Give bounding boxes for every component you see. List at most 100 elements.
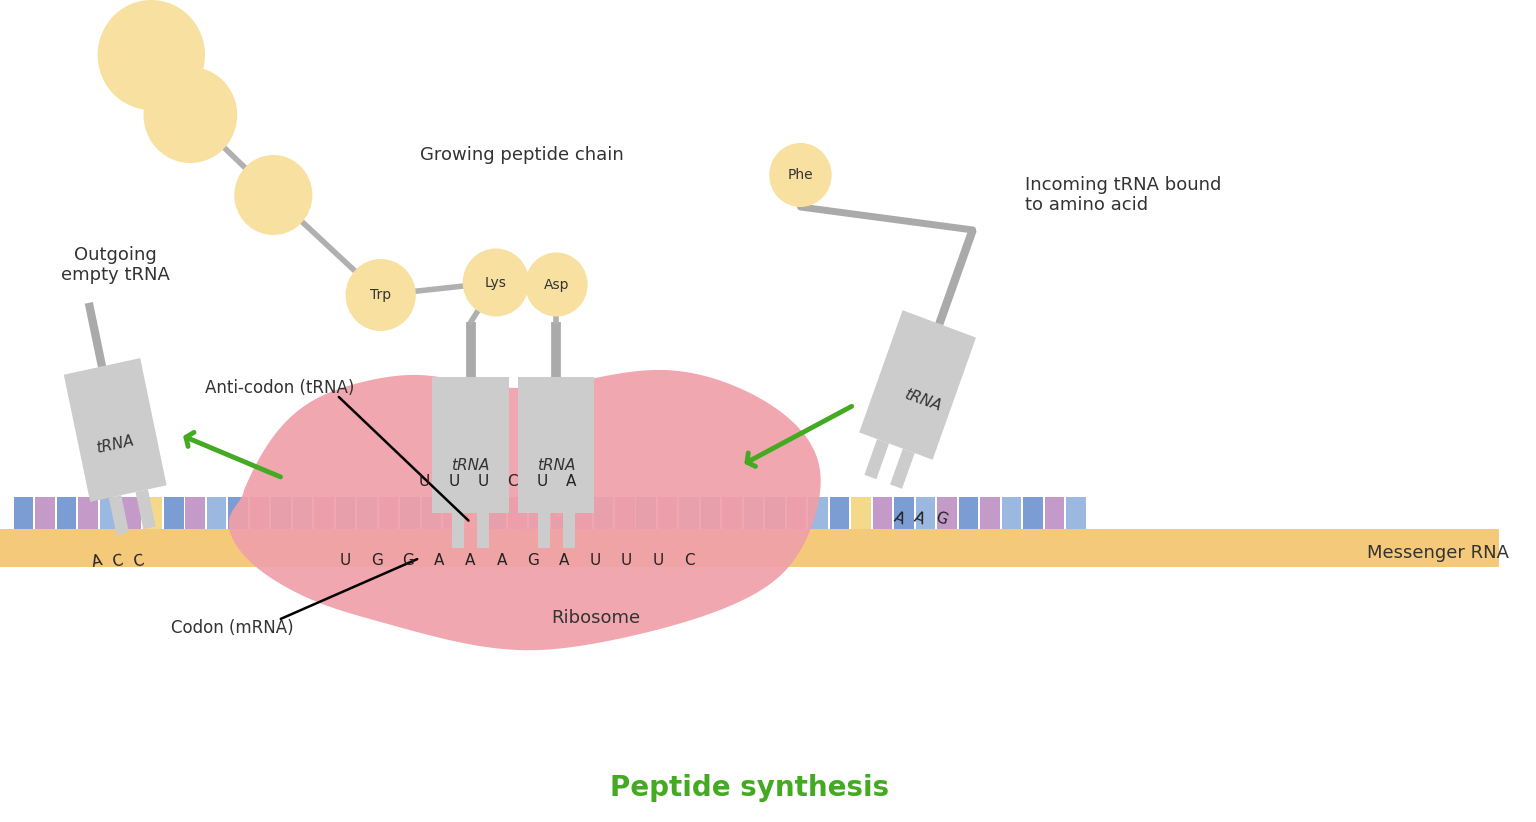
Bar bbox=[657, 497, 677, 529]
Circle shape bbox=[235, 155, 312, 235]
Bar bbox=[1001, 497, 1021, 529]
Text: Phe: Phe bbox=[788, 168, 813, 182]
Text: Lys: Lys bbox=[485, 275, 507, 289]
Text: A: A bbox=[565, 474, 576, 489]
Bar bbox=[1023, 497, 1043, 529]
FancyBboxPatch shape bbox=[433, 377, 508, 512]
FancyBboxPatch shape bbox=[518, 377, 594, 512]
Bar bbox=[164, 497, 183, 529]
Bar bbox=[829, 497, 849, 529]
Text: A: A bbox=[559, 552, 570, 567]
Bar bbox=[336, 497, 355, 529]
Bar bbox=[207, 497, 226, 529]
Circle shape bbox=[346, 259, 416, 331]
FancyBboxPatch shape bbox=[65, 358, 166, 502]
Bar bbox=[452, 512, 464, 547]
Text: C: C bbox=[684, 552, 694, 567]
Bar bbox=[564, 512, 574, 547]
Bar bbox=[143, 497, 161, 529]
Text: Ribosome: Ribosome bbox=[551, 609, 641, 627]
Text: tRNA: tRNA bbox=[95, 434, 135, 456]
Bar bbox=[444, 497, 462, 529]
Bar bbox=[958, 497, 978, 529]
Bar bbox=[980, 497, 1000, 529]
Bar bbox=[872, 497, 892, 529]
Bar bbox=[78, 497, 98, 529]
Circle shape bbox=[143, 67, 237, 163]
Text: Incoming tRNA bound
to amino acid: Incoming tRNA bound to amino acid bbox=[1025, 176, 1221, 215]
Text: U: U bbox=[590, 552, 601, 567]
Bar bbox=[272, 497, 290, 529]
Bar bbox=[485, 497, 505, 529]
Circle shape bbox=[462, 248, 528, 316]
Text: tRNA: tRNA bbox=[902, 386, 943, 413]
Text: U: U bbox=[339, 552, 352, 567]
Text: A: A bbox=[496, 552, 507, 567]
Text: Messenger RNA: Messenger RNA bbox=[1367, 544, 1508, 562]
Text: tRNA: tRNA bbox=[538, 458, 576, 473]
Bar bbox=[1044, 497, 1064, 529]
Bar bbox=[722, 497, 742, 529]
Bar bbox=[679, 497, 699, 529]
Bar bbox=[109, 495, 129, 535]
Text: Anti-codon (tRNA): Anti-codon (tRNA) bbox=[204, 379, 355, 397]
Bar bbox=[937, 497, 957, 529]
Bar bbox=[135, 489, 155, 529]
Bar bbox=[786, 497, 806, 529]
Bar bbox=[743, 497, 763, 529]
Bar bbox=[636, 497, 656, 529]
Text: tRNA: tRNA bbox=[452, 458, 490, 473]
Bar bbox=[379, 497, 398, 529]
Text: A: A bbox=[91, 553, 103, 570]
Bar bbox=[57, 497, 77, 529]
Bar bbox=[422, 497, 441, 529]
Text: Trp: Trp bbox=[370, 288, 392, 302]
Bar bbox=[14, 497, 34, 529]
Text: G: G bbox=[527, 552, 539, 567]
Bar bbox=[550, 497, 570, 529]
Text: C: C bbox=[507, 474, 518, 489]
Text: C: C bbox=[132, 553, 146, 570]
Bar bbox=[35, 497, 55, 529]
Bar bbox=[538, 512, 550, 547]
Text: Growing peptide chain: Growing peptide chain bbox=[419, 146, 624, 164]
Bar bbox=[865, 439, 889, 479]
Bar bbox=[614, 497, 634, 529]
Circle shape bbox=[770, 143, 831, 207]
Bar bbox=[593, 497, 613, 529]
Bar bbox=[915, 497, 935, 529]
Text: A: A bbox=[912, 510, 928, 528]
Bar bbox=[229, 497, 247, 529]
Bar bbox=[250, 497, 269, 529]
Text: Outgoing
empty tRNA: Outgoing empty tRNA bbox=[60, 246, 169, 284]
Text: U: U bbox=[653, 552, 664, 567]
Text: Peptide synthesis: Peptide synthesis bbox=[610, 774, 889, 802]
Bar bbox=[100, 497, 120, 529]
Bar bbox=[571, 497, 591, 529]
Bar bbox=[465, 497, 484, 529]
Text: A: A bbox=[435, 552, 444, 567]
Bar bbox=[1066, 497, 1086, 529]
Text: A: A bbox=[465, 552, 476, 567]
Bar bbox=[889, 449, 915, 489]
Bar bbox=[478, 512, 488, 547]
Bar bbox=[293, 497, 312, 529]
Bar bbox=[507, 497, 527, 529]
Text: Codon (mRNA): Codon (mRNA) bbox=[170, 619, 293, 637]
Bar bbox=[851, 497, 871, 529]
Bar bbox=[808, 497, 828, 529]
Bar bbox=[401, 497, 419, 529]
Text: U: U bbox=[621, 552, 633, 567]
Bar bbox=[186, 497, 204, 529]
Bar bbox=[894, 497, 914, 529]
Bar bbox=[121, 497, 141, 529]
Bar bbox=[358, 497, 376, 529]
Text: G: G bbox=[402, 552, 415, 567]
Circle shape bbox=[525, 252, 588, 316]
Text: U: U bbox=[478, 474, 488, 489]
Text: G: G bbox=[370, 552, 382, 567]
Text: C: C bbox=[111, 553, 124, 570]
Bar bbox=[700, 497, 720, 529]
Bar bbox=[0, 529, 1499, 567]
Polygon shape bbox=[229, 370, 820, 650]
